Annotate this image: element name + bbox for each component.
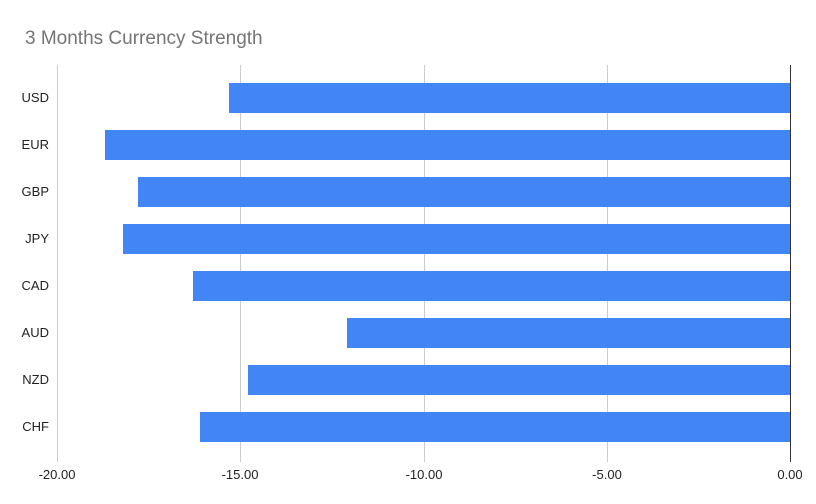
x-gridline [240,65,241,462]
plot-area: -20.00 -15.00 -10.00 -5.00 0.00 USD EUR GBP JPY C… [22,65,803,482]
y-axis-label-eur: EUR [21,137,49,152]
y-axis-label-gbp: GBP [21,184,49,199]
x-axis-tick-label: -15.00 [221,467,259,482]
bar-nzd [248,365,790,395]
y-axis-label-jpy: JPY [25,231,49,246]
y-axis-label-usd: USD [21,90,49,105]
chart-title: 3 Months Currency Strength [25,28,263,49]
x-axis-tick-label: -10.00 [405,467,443,482]
x-gridline [57,65,58,462]
bar-aud [347,318,790,348]
x-axis-tick-label: -20.00 [38,467,76,482]
bar-cad [193,271,790,301]
y-axis-label-aud: AUD [21,325,49,340]
bar-chf [200,412,790,442]
bar-eur [105,130,790,160]
x-axis-tick-label: 0.00 [777,467,803,482]
bar-gbp [138,177,790,207]
bar-jpy [123,224,790,254]
bar-usd [229,83,790,113]
x-axis-tick-label: -5.00 [592,467,622,482]
x-gridline [424,65,425,462]
y-axis-label-cad: CAD [21,278,49,293]
x-gridline [607,65,608,462]
y-axis-label-chf: CHF [22,419,49,434]
zero-axis-line [790,65,791,462]
y-axis-label-nzd: NZD [22,372,49,387]
